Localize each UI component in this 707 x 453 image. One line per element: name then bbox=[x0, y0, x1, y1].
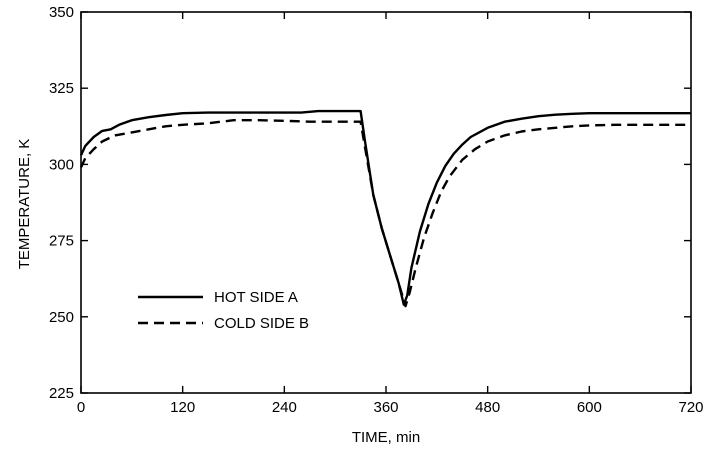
y-tick-label: 350 bbox=[49, 4, 74, 21]
x-tick-label: 480 bbox=[475, 399, 500, 416]
series-line-cold-side-b bbox=[79, 118, 691, 308]
y-tick-label: 325 bbox=[49, 80, 74, 97]
x-axis-title: TIME, min bbox=[352, 429, 420, 446]
legend-label-cold-side-b: COLD SIDE B bbox=[214, 315, 309, 332]
y-tick-label: 275 bbox=[49, 233, 74, 250]
y-axis-title: TEMPERATURE, K bbox=[16, 139, 33, 270]
axis-ticks: 0 120 240 360 480 600 720 225 250 275 300 325 350 bbox=[49, 4, 704, 416]
y-tick-label: 300 bbox=[49, 156, 74, 173]
x-tick-label: 720 bbox=[678, 399, 703, 416]
x-tick-label: 240 bbox=[272, 399, 297, 416]
y-tick-label: 250 bbox=[49, 309, 74, 326]
x-tick-label: 0 bbox=[77, 399, 85, 416]
legend-label-hot-side-a: HOT SIDE A bbox=[214, 289, 298, 306]
series-layer bbox=[79, 109, 691, 308]
x-tick-label: 360 bbox=[373, 399, 398, 416]
y-tick-label: 225 bbox=[49, 385, 74, 402]
plot-frame bbox=[80, 11, 692, 394]
x-tick-label: 600 bbox=[577, 399, 602, 416]
legend: HOT SIDE A COLD SIDE B bbox=[138, 289, 309, 332]
x-tick-label: 120 bbox=[170, 399, 195, 416]
series-line-hot-side-a bbox=[79, 109, 691, 306]
